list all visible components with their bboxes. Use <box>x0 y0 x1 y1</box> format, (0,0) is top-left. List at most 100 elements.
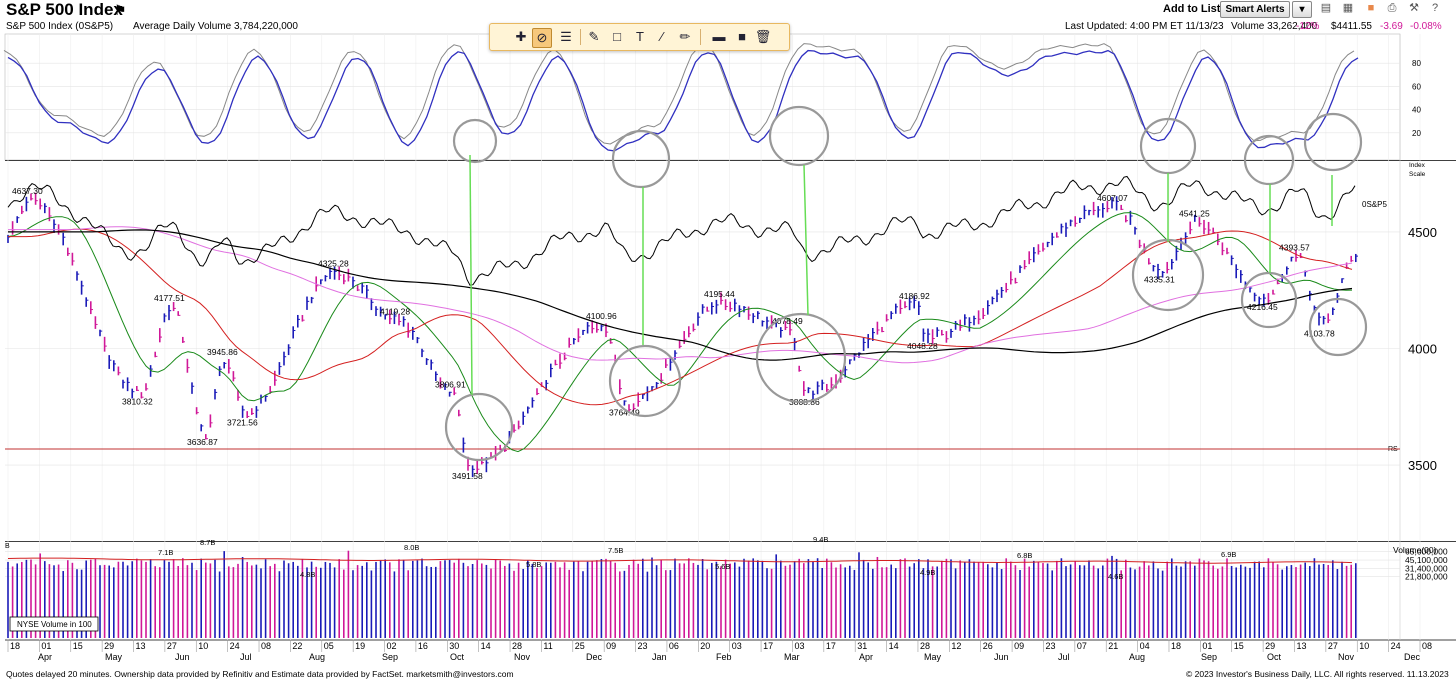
line-icon[interactable]: ∕ <box>660 29 664 44</box>
flag-icon[interactable]: ⚑ <box>114 2 127 18</box>
price-label: 3636.87 <box>187 437 218 447</box>
stoch-y-tick-label: 60 <box>1412 82 1421 91</box>
x-tick-label-day: 13 <box>1296 641 1306 651</box>
crosshair-icon[interactable]: ✚ <box>515 29 527 44</box>
annotation-circle <box>1303 112 1363 172</box>
volume-bar-label: 9.4B <box>813 535 828 544</box>
bell-icon[interactable]: ■ <box>1367 2 1375 14</box>
hide-annotations-icon[interactable]: ⊘ <box>532 28 552 48</box>
line-weight-icon[interactable]: ▬ <box>712 29 726 44</box>
trash-icon[interactable]: 🗑 <box>754 29 772 44</box>
x-tick-label-day: 20 <box>700 641 710 651</box>
x-tick-label-day: 01 <box>41 641 51 651</box>
x-tick-label-day: 15 <box>1234 641 1244 651</box>
volume-y-tick-label: 45,100,000 <box>1405 555 1448 565</box>
x-tick-label-day: 08 <box>261 641 271 651</box>
volume-bar-label: 7.1B <box>158 548 173 557</box>
rectangle-icon[interactable]: □ <box>613 29 621 44</box>
x-tick-label-day: 17 <box>826 641 836 651</box>
price-label: 3945.86 <box>207 347 238 357</box>
x-tick-label-day: 21 <box>1108 641 1118 651</box>
chart-icon[interactable]: ▤ <box>1320 2 1332 14</box>
price-label: 4195.44 <box>704 289 735 299</box>
price-label: 4607.07 <box>1097 193 1128 203</box>
x-tick-label-day: 17 <box>763 641 773 651</box>
annotation-connector-line <box>803 164 809 316</box>
x-tick-label-day: 10 <box>1359 641 1369 651</box>
annotation-circle <box>1139 117 1197 175</box>
x-tick-label-month: Oct <box>450 652 465 662</box>
volume-bar-label: 5.8B <box>526 560 541 569</box>
x-tick-label-month: Dec <box>1404 652 1421 662</box>
stochastic-fast-line <box>7 49 1359 152</box>
x-tick-label-month: Nov <box>514 652 531 662</box>
volume-bar-label: 4.9B <box>920 568 935 577</box>
x-tick-label-day: 29 <box>104 641 114 651</box>
footer-disclaimer: Quotes delayed 20 minutes. Ownership dat… <box>6 669 514 679</box>
symbol-label: S&P 500 Index (0S&P5) <box>6 21 114 32</box>
toolbar-divider <box>700 29 701 45</box>
color-swatch-icon[interactable]: ■ <box>738 29 746 44</box>
x-tick-label-day: 18 <box>10 641 20 651</box>
x-tick-label-day: 27 <box>1328 641 1338 651</box>
index-scale-label: Index <box>1409 162 1426 169</box>
volume-bar-label: 7.5B <box>608 546 623 555</box>
volume-bar-label: 6.8B <box>1017 551 1032 560</box>
chevron-down-icon[interactable]: ▾ <box>1292 1 1312 18</box>
volume-bar-label: 5.6B <box>715 562 730 571</box>
list-icon[interactable]: ☰ <box>560 29 572 44</box>
volume-y-tick-label: 21,800,000 <box>1405 572 1448 582</box>
annotation-circle <box>611 129 671 189</box>
add-to-list-label: Add to List: <box>1163 3 1225 15</box>
x-tick-label-month: Apr <box>859 652 873 662</box>
drawing-toolbar: ✚ ⊘ ☰ ✎ □ T ∕ ✏ ▬ ■ 🗑 <box>489 23 790 51</box>
change-pct-label: -0.08% <box>1410 21 1442 32</box>
x-tick-label-day: 10 <box>198 641 208 651</box>
layout-icon[interactable]: ▦ <box>1342 2 1354 14</box>
help-icon[interactable]: ? <box>1431 2 1439 14</box>
text-icon[interactable]: T <box>636 29 644 44</box>
pencil-icon[interactable]: ✏ <box>679 29 691 44</box>
x-tick-label-day: 28 <box>512 641 522 651</box>
x-tick-label-day: 16 <box>418 641 428 651</box>
stoch-y-tick-label: 20 <box>1412 129 1421 138</box>
x-tick-label-day: 14 <box>481 641 491 651</box>
x-tick-label-day: 05 <box>324 641 334 651</box>
avg-volume-label: Average Daily Volume 3,784,220,000 <box>133 21 298 32</box>
annotation-circle <box>1243 134 1295 186</box>
ma-200-line <box>8 229 1353 361</box>
x-tick-label-day: 25 <box>575 641 585 651</box>
x-tick-label-month: Aug <box>1129 652 1145 662</box>
paint-icon[interactable]: ✎ <box>588 29 600 44</box>
x-tick-label-day: 07 <box>1077 641 1087 651</box>
price-label: 4186.92 <box>899 291 930 301</box>
volume-bar-label: 4.6B <box>1108 572 1123 581</box>
volume-bar-label: 8.0B <box>404 543 419 552</box>
x-tick-label-month: Jul <box>1058 652 1070 662</box>
price-label: 4103.78 <box>1304 328 1335 338</box>
print-icon[interactable]: ⎙ <box>1387 2 1397 14</box>
x-tick-label-month: Jun <box>994 652 1009 662</box>
x-tick-label-month: Sep <box>1201 652 1217 662</box>
x-tick-label-day: 11 <box>543 641 552 651</box>
x-tick-label-day: 08 <box>1422 641 1432 651</box>
annotation-circle <box>444 392 514 462</box>
x-tick-label-month: May <box>105 652 123 662</box>
x-tick-label-day: 09 <box>1014 641 1024 651</box>
annotation-circle <box>768 105 830 167</box>
settings-icon[interactable]: ⚒ <box>1409 2 1419 14</box>
relative-strength-line <box>7 175 1356 286</box>
x-tick-label-day: 22 <box>292 641 302 651</box>
index-scale-label: Scale <box>1409 171 1426 178</box>
page-title: S&P 500 Index <box>6 0 123 19</box>
x-tick-label-month: Jan <box>652 652 667 662</box>
x-tick-label-month: Feb <box>716 652 732 662</box>
x-tick-label-month: Sep <box>382 652 398 662</box>
price-y-tick-label: 3500 <box>1408 458 1437 473</box>
annotation-connector-line <box>469 154 473 396</box>
smart-alerts-button[interactable]: Smart Alerts <box>1220 1 1290 18</box>
ma-150-line <box>8 226 1353 364</box>
x-tick-label-day: 15 <box>73 641 83 651</box>
x-tick-label-day: 28 <box>920 641 930 651</box>
